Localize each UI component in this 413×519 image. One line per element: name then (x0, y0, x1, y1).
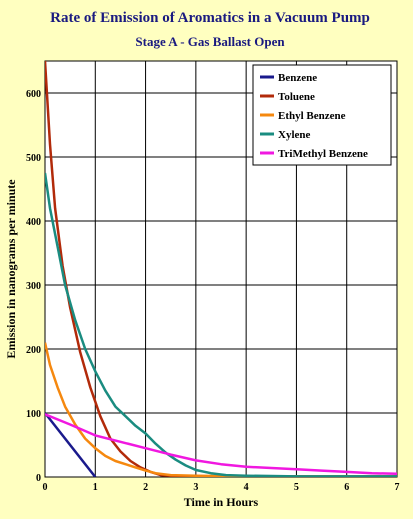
legend-box (252, 64, 392, 166)
x-tick-label: 7 (395, 482, 400, 493)
y-tick-label: 300 (26, 281, 41, 292)
y-axis-ticks: 0 100 200 300 400 500 600 (26, 89, 41, 484)
y-tick-label: 500 (26, 153, 41, 164)
y-tick-label: 200 (26, 345, 41, 356)
y-tick-label: 100 (26, 409, 41, 420)
series-line-benzene (45, 412, 97, 477)
x-tick-label: 0 (43, 482, 48, 493)
x-tick-label: 1 (93, 482, 98, 493)
chart-subtitle: Stage A - Gas Ballast Open (135, 34, 285, 49)
grid (45, 61, 397, 477)
x-axis-ticks: 0 1 2 3 4 5 6 7 (43, 482, 400, 493)
y-tick-label: 600 (26, 89, 41, 100)
y-tick-label: 0 (36, 473, 41, 484)
series-layer (45, 61, 397, 477)
y-tick-label: 400 (26, 217, 41, 228)
legend-label-benzene: Benzene (278, 72, 317, 84)
series-line-trimethyl-benzene (45, 413, 397, 476)
y-axis-label: Emission in nanograms per minute (4, 179, 18, 359)
x-tick-label: 4 (244, 482, 249, 493)
x-tick-label: 6 (344, 482, 349, 493)
x-tick-label: 2 (143, 482, 148, 493)
legend-items: Benzene Toluene Ethyl Benzene Xylene TriMeth… (260, 72, 368, 160)
x-tick-label: 5 (294, 482, 299, 493)
chart-title: Rate of Emission of Aromatics in a Vacuu… (50, 10, 370, 26)
legend: Benzene Toluene Ethyl Benzene Xylene TriMeth… (252, 64, 392, 166)
x-tick-label: 3 (193, 482, 198, 493)
x-axis-label: Time in Hours (184, 495, 259, 509)
legend-label-trimethyl-benzene: TriMethyl Benzene (278, 148, 368, 160)
series-line-xylene (45, 172, 397, 477)
legend-label-xylene: Xylene (278, 129, 311, 141)
legend-label-ethyl-benzene: Ethyl Benzene (278, 110, 346, 122)
legend-label-toluene: Toluene (278, 91, 315, 103)
